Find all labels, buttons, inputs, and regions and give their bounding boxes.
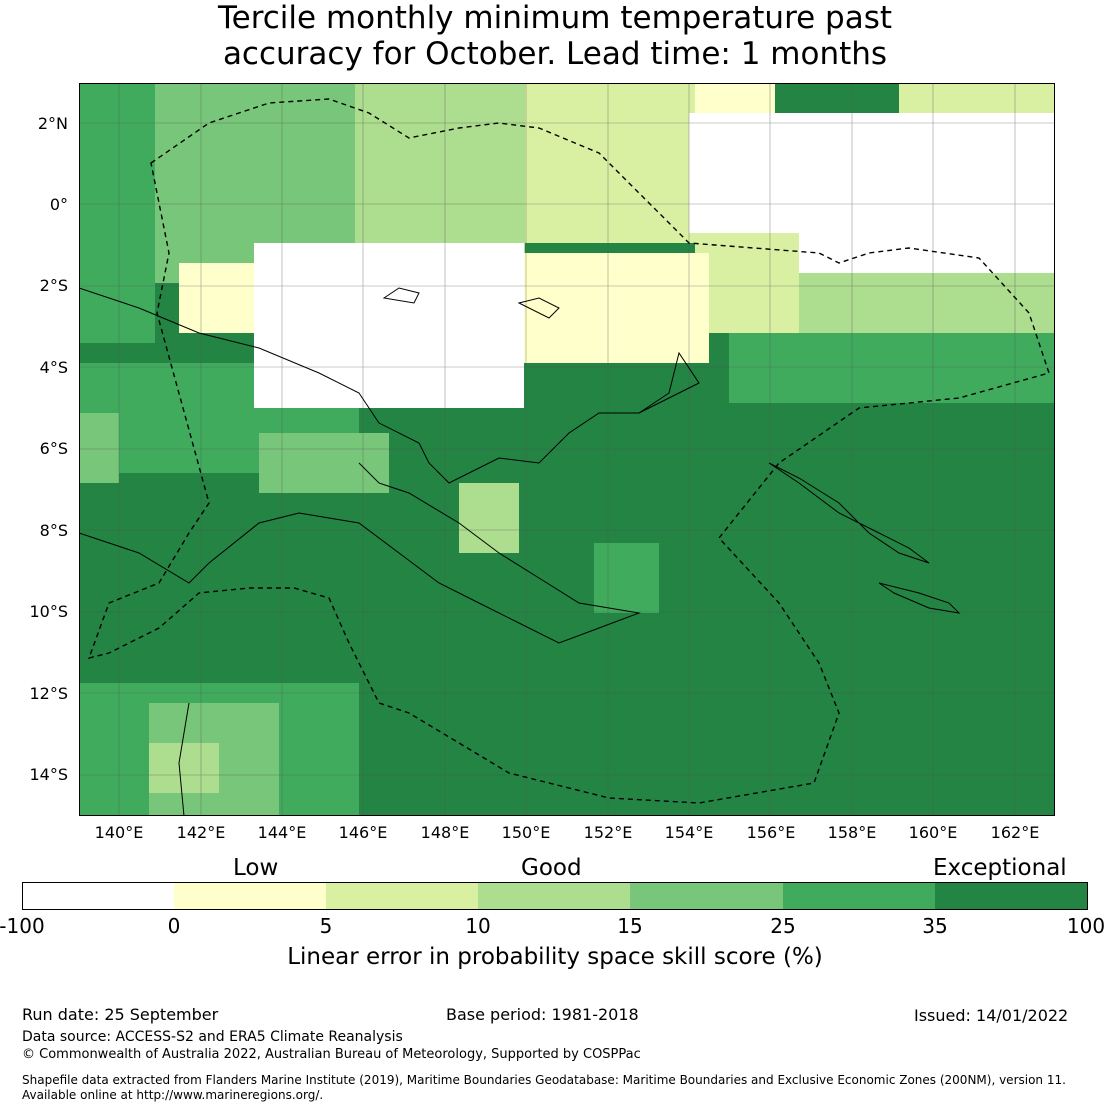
map-border bbox=[79, 83, 1055, 816]
colorbar bbox=[22, 882, 1088, 910]
region-light-green-w bbox=[259, 433, 389, 493]
lon-label-162e: 162°E bbox=[990, 823, 1040, 842]
lon-label-142e: 142°E bbox=[176, 823, 226, 842]
graticule bbox=[79, 83, 1055, 816]
region-white-east bbox=[689, 113, 1055, 233]
region-north-9 bbox=[899, 83, 1055, 113]
lon-label-148e: 148°E bbox=[420, 823, 470, 842]
title-line-1: Tercile monthly minimum temperature past bbox=[217, 0, 893, 36]
region-white-east-2 bbox=[799, 233, 1055, 273]
region-mid-green-east bbox=[729, 333, 1055, 403]
lat-label-2s: 2°S bbox=[39, 276, 68, 295]
data-source: Data source: ACCESS-S2 and ERA5 Climate … bbox=[22, 1029, 403, 1045]
colorbar-canvas bbox=[22, 882, 1088, 910]
colorbar-segment-6 bbox=[783, 882, 935, 910]
title-line-2: accuracy for October. Lead time: 1 month… bbox=[222, 36, 888, 72]
colorbar-label: Linear error in probability space skill … bbox=[287, 944, 823, 970]
lat-label-2n: 2°N bbox=[37, 114, 68, 133]
region-white-west bbox=[254, 243, 524, 408]
lon-label-158e: 158°E bbox=[827, 823, 877, 842]
lon-label-150e: 150°E bbox=[501, 823, 551, 842]
coastlines bbox=[79, 287, 961, 816]
eez-boundary bbox=[87, 98, 1050, 804]
lat-label-14s: 14°S bbox=[29, 765, 68, 784]
region-north-6 bbox=[799, 263, 1055, 333]
colorbar-tick-25: 25 bbox=[770, 914, 796, 938]
colorbar-tick-minus100: -100 bbox=[0, 914, 45, 938]
shapefile-url: Available online at http://www.marinereg… bbox=[22, 1088, 324, 1102]
map-canvas bbox=[79, 83, 1055, 816]
legend-category-good: Good bbox=[521, 855, 582, 881]
lon-label-160e: 160°E bbox=[908, 823, 958, 842]
skill-map bbox=[79, 83, 1055, 816]
legend-category-exceptional: Exceptional bbox=[933, 855, 1067, 881]
lat-label-10s: 10°S bbox=[29, 602, 68, 621]
lon-label-146e: 146°E bbox=[338, 823, 388, 842]
lat-label-6s: 6°S bbox=[39, 439, 68, 458]
region-mid-green-center bbox=[594, 543, 659, 613]
colorbar-tick-15: 15 bbox=[617, 914, 643, 938]
lat-label-8s: 8°S bbox=[39, 521, 68, 540]
colorbar-segment-3 bbox=[326, 882, 478, 910]
lat-label-4s: 4°S bbox=[39, 358, 68, 377]
colorbar-segment-1 bbox=[22, 882, 174, 910]
lon-label-144e: 144°E bbox=[257, 823, 307, 842]
shapefile-credit: Shapefile data extracted from Flanders M… bbox=[22, 1073, 1066, 1087]
lon-label-140e: 140°E bbox=[94, 823, 144, 842]
region-north-2 bbox=[355, 83, 525, 273]
lon-label-154e: 154°E bbox=[664, 823, 714, 842]
issued-date: Issued: 14/01/2022 bbox=[914, 1006, 1069, 1025]
colorbar-tick-10: 10 bbox=[465, 914, 491, 938]
colorbar-tick-35: 35 bbox=[922, 914, 948, 938]
lat-label-12s: 12°S bbox=[29, 684, 68, 703]
colorbar-segment-2 bbox=[174, 882, 326, 910]
map-title: Tercile monthly minimum temperature past… bbox=[0, 0, 1110, 72]
colorbar-tick-100: 100 bbox=[1066, 914, 1106, 938]
region-north-7 bbox=[489, 253, 709, 363]
base-period: Base period: 1981-2018 bbox=[446, 1005, 639, 1024]
region-pale-green-c bbox=[459, 483, 519, 553]
lat-label-0: 0° bbox=[49, 195, 68, 214]
region-pale-green-sw bbox=[149, 743, 219, 793]
region-north-3 bbox=[525, 83, 695, 243]
legend-category-low: Low bbox=[233, 855, 279, 881]
colorbar-segment-4 bbox=[478, 882, 630, 910]
colorbar-tick-0: 0 bbox=[167, 914, 181, 938]
colorbar-border bbox=[22, 882, 1088, 910]
region-north-west bbox=[79, 83, 155, 343]
colorbar-tick-5: 5 bbox=[319, 914, 333, 938]
colorbar-segment-7 bbox=[935, 882, 1088, 910]
lon-label-152e: 152°E bbox=[583, 823, 633, 842]
run-date: Run date: 25 September bbox=[22, 1005, 219, 1024]
region-light-green-w2 bbox=[79, 413, 119, 483]
colorbar-segment-5 bbox=[630, 882, 783, 910]
copyright: © Commonwealth of Australia 2022, Austra… bbox=[22, 1047, 641, 1062]
lon-label-156e: 156°E bbox=[746, 823, 796, 842]
